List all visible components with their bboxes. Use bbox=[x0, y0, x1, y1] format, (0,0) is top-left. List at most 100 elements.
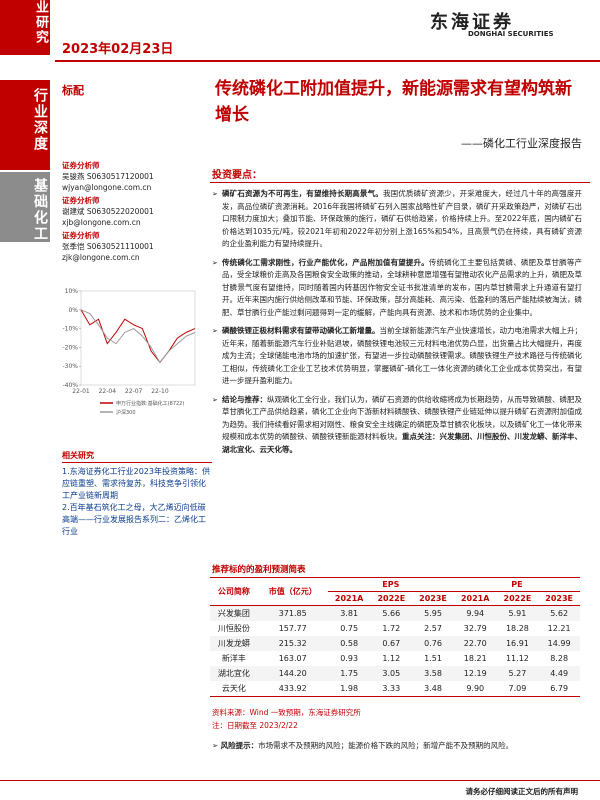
analyst-name: 谢建斌 S0630522020001 bbox=[62, 207, 154, 216]
side-tab: 业研究 bbox=[0, 0, 50, 55]
y-tick-label: 0% bbox=[68, 307, 78, 314]
risk-lead: 风险提示： bbox=[220, 741, 259, 750]
analyst-role: 证券分析师 bbox=[62, 161, 100, 170]
value-cell: 3.58 bbox=[424, 669, 442, 678]
related-item: 1.东海证券化工行业2023年投资策略：供应链重塑、需求待复苏，科技竞争引领化工… bbox=[62, 467, 210, 500]
table-title: 推荐标的的盈利预测简表 bbox=[212, 565, 306, 575]
table-note: 注：日期截至 2023/2/22 bbox=[212, 721, 298, 730]
analyst-role: 证券分析师 bbox=[62, 231, 100, 240]
analyst-email: zjk@longone.com.cn bbox=[62, 253, 140, 262]
value-cell: 5.27 bbox=[508, 669, 527, 678]
company-cell: 云天化 bbox=[221, 684, 246, 693]
risk-text: 市场需求不及预期的风险；能源价格下跌的风险；新增产能不及预期的风险。 bbox=[258, 741, 514, 750]
related-item: 2.百年基石筑化工之母，大乙烯迈向低碳高端——行业发展报告系列二：乙烯化工行业 bbox=[62, 503, 206, 536]
year-cell: 2021A bbox=[460, 594, 490, 603]
stock-chart: 10% 0% -10% -20% -30% -40%22-01 22-04 22-07 22-1… bbox=[62, 288, 196, 416]
analysts: 证券分析师 吴骏燕 S0630517120001 wjyan@longone.com… bbox=[62, 160, 202, 265]
subtitle: ——磷化工行业深度报告 bbox=[461, 137, 582, 150]
value-cell: 5.66 bbox=[382, 609, 401, 618]
value-cell: 9.90 bbox=[466, 684, 485, 693]
point: 传统磷化工需求刚性，行业产能优化，产品附加值有望提升。传统磷化工主要包括黄磷、磷… bbox=[212, 257, 582, 320]
value-cell: 3.05 bbox=[382, 669, 401, 678]
analyst-name: 吴骏燕 S0630517120001 bbox=[62, 172, 154, 181]
point: 磷矿石资源为不可再生，有望维持长期高景气。我国优质磷矿资源少，开采难度大，经过几… bbox=[212, 188, 582, 251]
x-tick-label: 22-07 bbox=[125, 388, 143, 395]
value-cell: 14.99 bbox=[547, 639, 571, 648]
footer: 请务必仔细阅读正文后的所有声明 bbox=[465, 787, 579, 796]
value-cell: 215.32 bbox=[278, 639, 307, 648]
legend-label: 沪深300 bbox=[116, 409, 136, 416]
value-cell: 22.70 bbox=[463, 639, 487, 648]
series-line bbox=[80, 309, 196, 364]
value-cell: 371.85 bbox=[278, 609, 307, 618]
value-cell: 7.09 bbox=[508, 684, 527, 693]
value-cell: 3.33 bbox=[382, 684, 401, 693]
year-cell: 2022E bbox=[377, 594, 406, 603]
point-lead: 磷酸铁锂正极材料需求有望带动磷化工新增量。 bbox=[222, 326, 380, 335]
x-tick-label: 22-04 bbox=[99, 388, 117, 395]
value-cell: 2.57 bbox=[424, 624, 442, 633]
highlights-rule bbox=[210, 182, 590, 183]
y-tick-label: -30% bbox=[62, 363, 78, 370]
analyst-email: xjb@longone.com.cn bbox=[62, 218, 141, 227]
related-list: 1.东海证券化工行业2023年投资策略：供应链重塑、需求待复苏，科技竞争引领化工… bbox=[62, 466, 212, 538]
company-cell: 新洋丰 bbox=[221, 654, 246, 663]
company-cell: 川发龙蟒 bbox=[217, 639, 250, 648]
year-row: 2021A 2022E 2023E 2021A 2022E 2023E bbox=[210, 592, 580, 606]
data-row: 湖北宜化 144.20 1.75 3.05 3.58 12.19 5.27 4.49 bbox=[210, 666, 580, 681]
header-cell: PE bbox=[453, 577, 580, 592]
data-row: 云天化 433.92 1.98 3.33 3.48 9.90 7.09 6.79 bbox=[210, 681, 580, 697]
table-wrap: 公司简称 市值（亿元） EPS PE 2021A 2022E 2023E 2021A 2022E… bbox=[210, 577, 580, 697]
date: 2023年02月23日 bbox=[62, 42, 174, 57]
value-cell: 9.94 bbox=[466, 609, 485, 618]
point-lead: 磷矿石资源为不可再生，有望维持长期高景气。 bbox=[222, 189, 383, 198]
value-cell: 1.12 bbox=[382, 654, 401, 663]
header-cell: 市值（亿元） bbox=[257, 577, 328, 606]
value-cell: 0.76 bbox=[424, 639, 442, 648]
value-cell: 1.75 bbox=[340, 669, 359, 678]
year-cell: 2023E bbox=[419, 594, 447, 603]
value-cell: 433.92 bbox=[278, 684, 307, 693]
value-cell: 1.98 bbox=[340, 684, 359, 693]
value-cell: 157.77 bbox=[278, 624, 307, 633]
table-source: 资料来源：Wind 一致预期，东海证券研究所 bbox=[212, 708, 361, 717]
point: 结论与推荐：纵观磷化工全行业，我们认为，磷矿石资源的供给收缩将成为长期趋势，从而… bbox=[212, 394, 582, 457]
x-tick-label: 22-01 bbox=[72, 388, 90, 395]
value-cell: 12.21 bbox=[547, 624, 571, 633]
logo-en: DONGHAI SECURITIES bbox=[468, 30, 554, 38]
point-lead: 传统磷化工需求刚性，行业产能优化，产品附加值有望提升。 bbox=[222, 257, 429, 267]
company-cell: 湖北宜化 bbox=[217, 669, 250, 678]
point-text: 我国优质磷矿资源少，开采难度大，经过几十年的高强度开发，高品位磷矿资源消耗。20… bbox=[222, 189, 583, 248]
company-cell: 川恒股份 bbox=[217, 624, 250, 633]
value-cell: 5.91 bbox=[508, 609, 527, 618]
point-text: 传统磷化工主要包括黄磷、磷肥及草甘膦等产品，受全球粮价走高及各国粮食安全政策的推… bbox=[222, 257, 583, 317]
analyst-name: 张季恺 S0630521110001 bbox=[62, 242, 154, 251]
plot-frame bbox=[80, 290, 196, 386]
highlights: 磷矿石资源为不可再生，有望维持长期高景气。我国优质磷矿资源少，开采难度大，经过几… bbox=[212, 188, 582, 462]
divider bbox=[55, 60, 600, 62]
value-cell: 18.21 bbox=[463, 654, 487, 663]
point-text: 当前全球新能源汽车产业快速增长，动力电池需求大幅上升；近年来，随着新能源汽车行业… bbox=[222, 326, 582, 385]
value-cell: 5.62 bbox=[550, 609, 569, 618]
value-cell: 0.58 bbox=[340, 639, 359, 648]
value-cell: 4.49 bbox=[550, 669, 569, 678]
value-cell: 3.48 bbox=[424, 684, 442, 693]
related-title: 相关研究 bbox=[62, 451, 94, 460]
rating: 标配 bbox=[62, 84, 84, 97]
y-tick-label: 10% bbox=[65, 288, 79, 295]
value-cell: 144.20 bbox=[278, 669, 307, 678]
value-cell: 5.95 bbox=[424, 609, 442, 618]
value-cell: 18.28 bbox=[505, 624, 529, 633]
value-cell: 6.79 bbox=[550, 684, 569, 693]
year-cell: 2021A bbox=[334, 594, 364, 603]
year-cell: 2023E bbox=[545, 594, 573, 603]
analyst-role: 证券分析师 bbox=[62, 196, 100, 205]
data-row: 兴发集团 371.85 3.81 5.66 5.95 9.94 5.91 5.62 bbox=[210, 605, 580, 621]
header-cell: 公司简称 bbox=[210, 577, 258, 606]
highlights-title: 投资要点： bbox=[212, 170, 262, 181]
value-cell: 0.93 bbox=[340, 654, 359, 663]
value-cell: 163.07 bbox=[278, 654, 307, 663]
value-cell: 1.72 bbox=[382, 624, 401, 633]
data-row: 川恒股份 157.77 0.75 1.72 2.57 32.79 18.28 12.21 bbox=[210, 621, 580, 636]
